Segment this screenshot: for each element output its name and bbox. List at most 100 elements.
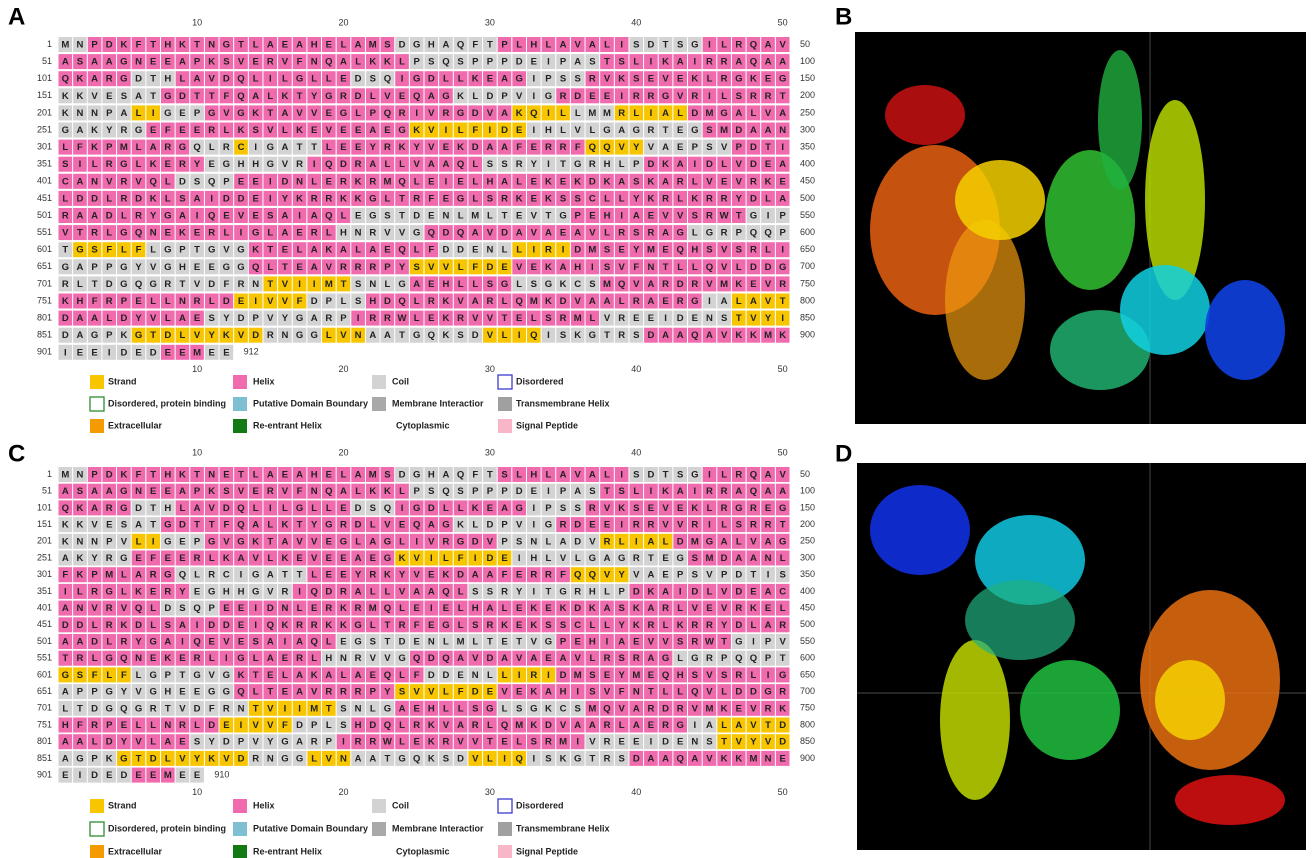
panel-letter: A: [8, 3, 25, 30]
row-end: 50: [800, 469, 810, 479]
domain-blob: [1020, 660, 1120, 760]
row-start: 701: [37, 278, 52, 288]
residue-sequence: AALDYVLAESYDPVYGARPIRRWLEKRVVTELSRMIVREE…: [62, 737, 786, 748]
sequence-grid: 101020203030404050501MNPDKFTHKTNETLAEAHE…: [37, 447, 815, 797]
residue-sequence: ANVRVQLDSQPEEIDNLERKRMQLEIELHALEKEKDKASK…: [62, 603, 786, 614]
row-end: 450: [800, 176, 815, 186]
row-start: 151: [37, 90, 52, 100]
legend-swatch: [233, 419, 247, 433]
row-end: 850: [800, 736, 815, 746]
legend-label: Putative Domain Boundary: [253, 398, 368, 408]
row-end: 100: [800, 486, 815, 496]
residue-sequence: ASAAGNEEAPKSVERVFNQALKKLPSQSPPPDEIPASTSL…: [62, 57, 786, 68]
legend-label: Cytoplasmic: [396, 846, 450, 856]
legend-label: Signal Peptide: [516, 846, 578, 856]
residue-sequence: SILRGLKERYEGHHGVRIQDRALLVAAQLSSRYITGRHLP…: [62, 159, 786, 170]
domain-blob: [1098, 50, 1142, 190]
row-end: 910: [214, 769, 229, 779]
legend-label: Extracellular: [108, 846, 163, 856]
row-start: 651: [37, 686, 52, 696]
ruler-label: 10: [192, 447, 202, 457]
row-start: 1: [47, 39, 52, 49]
row-end: 300: [800, 552, 815, 562]
panel-letter: C: [8, 440, 25, 467]
ruler-label: 30: [485, 364, 495, 374]
row-start: 701: [37, 703, 52, 713]
legend-label: Putative Domain Boundary: [253, 823, 368, 833]
legend-swatch: [233, 799, 247, 813]
residue-sequence: GSFLFLGPTGVGKTELAKALAEQLFDDENLLIRIDMSEYM…: [62, 670, 787, 681]
row-start: 851: [37, 753, 52, 763]
legend-swatch: [90, 375, 104, 389]
row-start: 1: [47, 469, 52, 479]
row-start: 151: [37, 519, 52, 529]
panel-letter: B: [835, 3, 852, 30]
legend-label: Membrane Interactior: [392, 823, 484, 833]
row-end: 500: [800, 619, 815, 629]
domain-blob: [940, 640, 1010, 800]
legend-swatch: [90, 419, 104, 433]
ruler-label: 40: [631, 787, 641, 797]
row-start: 201: [37, 536, 52, 546]
domain-blob: [945, 220, 1025, 380]
residue-sequence: RAADLRYGAIQEVESAIAQLEGSTDENLMLTEVTGPEHIA…: [62, 211, 787, 222]
row-end: 800: [800, 295, 815, 305]
ruler-label: 50: [778, 364, 788, 374]
domain-blob: [1120, 265, 1210, 355]
structure-d: [857, 463, 1306, 850]
residue-sequence: KNNPVLIGEPGVGKTAVVEGLAGLIVRGDVPSNLADVRLI…: [62, 536, 786, 547]
row-start: 51: [42, 56, 52, 66]
row-end: 550: [800, 210, 815, 220]
legend-swatch: [233, 845, 247, 858]
row-end: 500: [800, 193, 815, 203]
residue-sequence: HFRPELLNRLDEIVVFDPLSHDQLRKVARLQMKDVAARLA…: [62, 720, 786, 731]
row-start: 501: [37, 210, 52, 220]
ruler-label: 50: [778, 17, 788, 27]
legend-label: Coil: [392, 376, 409, 386]
ruler-label: 10: [192, 787, 202, 797]
legend-label: Helix: [253, 376, 275, 386]
legend-swatch: [498, 845, 512, 858]
residue-sequence: QKARGDTHLAVDQLILGLLEDSQIGDLLKEAGIPSSRVKS…: [62, 74, 787, 85]
legend-label: Disordered, protein binding: [108, 398, 226, 408]
row-end: 800: [800, 719, 815, 729]
sequence-grid: 101020203030404050501MNPDKFTHKTNGTLAEAHE…: [37, 17, 815, 374]
legend-label: Transmembrane Helix: [516, 823, 610, 833]
row-start: 751: [37, 295, 52, 305]
ruler-label: 20: [338, 447, 348, 457]
row-start: 851: [37, 330, 52, 340]
ruler-label: 10: [192, 17, 202, 27]
row-end: 700: [800, 686, 815, 696]
row-end: 150: [800, 73, 815, 83]
legend-label: Signal Peptide: [516, 420, 578, 430]
residue-sequence: QKARGDTHLAVDQLILGLLEDSQIGDLLKEAGIPSSRVKS…: [62, 503, 787, 514]
figure: A101020203030404050501MNPDKFTHKTNGTLAEAH…: [0, 0, 1312, 858]
residue-sequence: GAKYRGEFEERLKSVLKEVEEAEGKVILFIDEIHLVLGAG…: [62, 125, 787, 136]
legend-swatch: [90, 799, 104, 813]
row-start: 651: [37, 261, 52, 271]
legend-label: Strand: [108, 376, 137, 386]
legend-swatch: [372, 397, 386, 411]
row-end: 450: [800, 602, 815, 612]
structure-b: [855, 32, 1306, 424]
row-end: 300: [800, 124, 815, 134]
ruler-label: 20: [338, 787, 348, 797]
ruler-label: 10: [192, 364, 202, 374]
domain-blob: [870, 485, 970, 575]
legend-label: Strand: [108, 800, 137, 810]
legend-swatch: [372, 375, 386, 389]
ruler-label: 30: [485, 787, 495, 797]
panel-letter: D: [835, 440, 852, 467]
domain-blob: [955, 160, 1045, 240]
domain-blob: [1175, 775, 1285, 825]
row-end: 650: [800, 669, 815, 679]
residue-sequence: MNPDKFTHKTNGTLAEAHELAMSDGHAQFTPLHLAVALIS…: [61, 40, 786, 51]
row-start: 451: [37, 619, 52, 629]
row-start: 901: [37, 347, 52, 357]
row-end: 900: [800, 753, 815, 763]
row-end: 850: [800, 312, 815, 322]
row-start: 601: [37, 244, 52, 254]
row-start: 251: [37, 124, 52, 134]
row-end: 650: [800, 244, 815, 254]
legend-label: Re-entrant Helix: [253, 420, 322, 430]
